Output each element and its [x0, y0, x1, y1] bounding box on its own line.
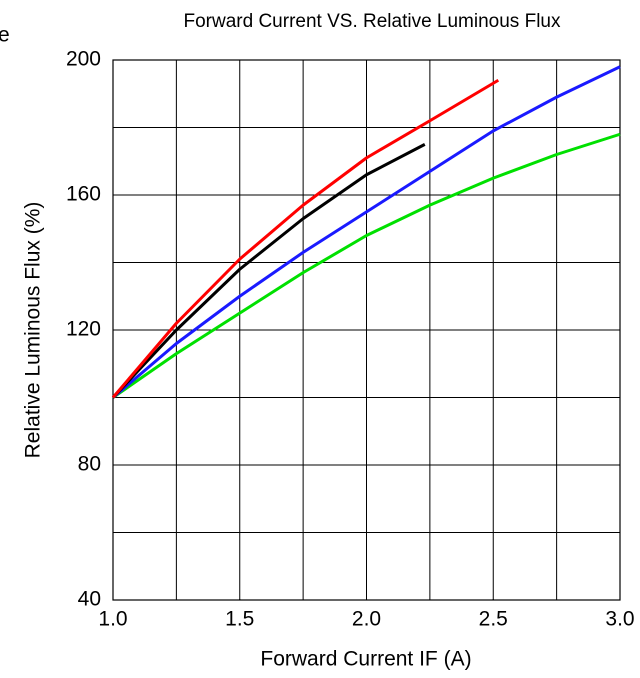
x-tick-label: 2.0 — [352, 608, 381, 631]
y-tick-label: 80 — [78, 453, 101, 476]
y-axis-label: Relative Luminous Flux (%) — [22, 202, 45, 459]
x-tick-label: 3.0 — [605, 608, 634, 631]
line-series — [112, 132, 621, 399]
x-tick-label: 1.5 — [225, 608, 254, 631]
y-tick-label: 160 — [66, 183, 101, 206]
line-series — [111, 143, 426, 399]
x-axis-label: Forward Current IF (A) — [260, 648, 471, 671]
line-series — [111, 78, 500, 399]
x-tick-label: 1.0 — [98, 608, 127, 631]
chart-title: Forward Current VS. Relative Luminous Fl… — [184, 11, 561, 32]
y-tick-label: 200 — [66, 48, 101, 71]
x-tick-label: 2.5 — [479, 608, 508, 631]
corner-text: e — [0, 24, 10, 47]
y-tick-label: 120 — [66, 318, 101, 341]
line-series — [112, 65, 621, 399]
y-tick-label: 40 — [78, 588, 101, 611]
